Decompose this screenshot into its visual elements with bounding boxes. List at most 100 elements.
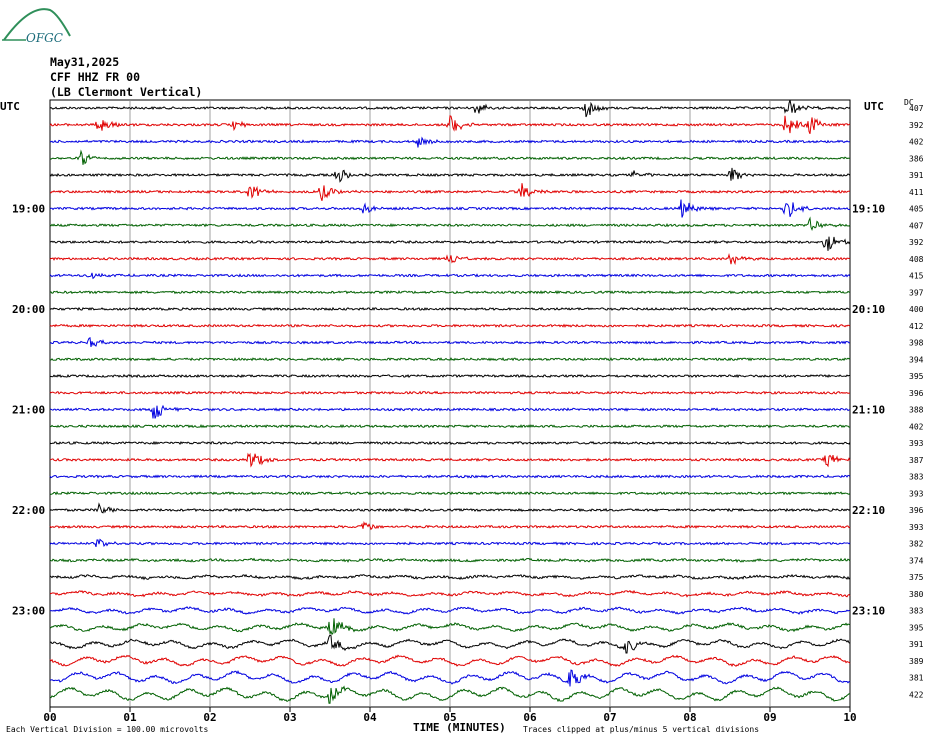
trace-row-24 xyxy=(49,502,851,514)
right-time-label: 19:10 xyxy=(852,203,885,216)
dc-offset: 400 xyxy=(909,305,924,314)
trace-row-27 xyxy=(49,557,851,563)
left-time-label: 20:00 xyxy=(12,303,45,316)
trace-row-1 xyxy=(49,115,851,134)
trace-row-8 xyxy=(49,236,851,251)
trace-row-25 xyxy=(49,521,851,531)
left-time-label: 19:00 xyxy=(12,203,45,216)
dc-offset: 411 xyxy=(909,188,924,197)
dc-offset: 387 xyxy=(909,456,924,465)
dc-offset: 394 xyxy=(909,355,924,364)
trace-row-23 xyxy=(49,491,851,496)
x-axis-title: TIME (MINUTES) xyxy=(413,721,506,734)
header-station: CFF HHZ FR 00 xyxy=(50,70,141,84)
x-tick-label: 00 xyxy=(43,711,56,724)
header-date: May31,2025 xyxy=(50,55,120,69)
logo-text: OFGC xyxy=(26,31,63,45)
trace-row-13 xyxy=(49,323,851,328)
x-tick-label: 07 xyxy=(603,711,616,724)
x-tick-label: 10 xyxy=(843,711,856,724)
dc-offset: 405 xyxy=(909,205,924,214)
trace-row-5 xyxy=(49,183,851,201)
trace-row-7 xyxy=(49,216,851,232)
dc-offset: 398 xyxy=(909,339,924,348)
trace-row-15 xyxy=(49,357,851,362)
x-tick-label: 01 xyxy=(123,711,137,724)
right-time-label: 23:10 xyxy=(852,605,885,618)
dc-offset: 380 xyxy=(909,590,924,599)
trace-row-6 xyxy=(49,199,851,218)
right-time-label: 21:10 xyxy=(852,404,885,417)
logo: OFGC xyxy=(2,8,71,45)
trace-row-0 xyxy=(49,99,851,118)
dc-offset: 402 xyxy=(909,138,924,147)
dc-offset: 389 xyxy=(909,657,924,666)
dc-offset: 383 xyxy=(909,473,924,482)
dc-offset: 392 xyxy=(909,238,924,247)
left-time-label: 22:00 xyxy=(12,504,45,517)
trace-row-30 xyxy=(49,606,851,615)
dc-offset: 396 xyxy=(909,506,924,515)
trace-row-4 xyxy=(49,167,851,183)
header-location: (LB Clermont Vertical) xyxy=(50,85,203,99)
dc-offset: 397 xyxy=(909,288,924,297)
right-time-label: 22:10 xyxy=(852,504,885,517)
traces xyxy=(49,99,851,704)
dc-offset: 374 xyxy=(909,556,924,565)
dc-offset: 395 xyxy=(909,623,924,632)
trace-row-3 xyxy=(49,149,851,165)
dc-label: DC xyxy=(904,98,914,107)
x-tick-label: 08 xyxy=(683,711,696,724)
dc-offset: 386 xyxy=(909,154,924,163)
trace-row-21 xyxy=(49,452,851,468)
trace-row-11 xyxy=(49,290,851,295)
dc-offset: 408 xyxy=(909,255,924,264)
x-tick-label: 09 xyxy=(763,711,776,724)
dc-offset: 383 xyxy=(909,607,924,616)
dc-offset: 395 xyxy=(909,372,924,381)
dc-offset: 393 xyxy=(909,523,924,532)
dc-offset: 382 xyxy=(909,540,924,549)
utc-left-label: UTC xyxy=(0,100,20,113)
trace-row-33 xyxy=(49,654,851,667)
trace-row-10 xyxy=(49,272,851,280)
dc-offset: 407 xyxy=(909,221,924,230)
dc-offset: 393 xyxy=(909,439,924,448)
trace-row-20 xyxy=(49,440,851,446)
trace-row-31 xyxy=(49,618,851,636)
x-tick-label: 03 xyxy=(283,711,296,724)
trace-row-12 xyxy=(49,306,851,312)
dc-offset: 388 xyxy=(909,406,924,415)
x-tick-label: 02 xyxy=(203,711,216,724)
utc-right-label: UTC xyxy=(864,100,884,113)
trace-row-2 xyxy=(49,136,851,148)
x-tick-label: 05 xyxy=(443,711,456,724)
trace-row-35 xyxy=(49,685,851,704)
footer-scale-note: Each Vertical Division = 100.00 microvol… xyxy=(6,725,209,734)
dc-offset: 375 xyxy=(909,573,924,582)
logo-swoosh xyxy=(3,8,71,41)
trace-row-32 xyxy=(49,634,851,654)
trace-row-9 xyxy=(49,253,851,266)
dc-offset: 381 xyxy=(909,674,924,683)
left-time-label: 21:00 xyxy=(12,404,45,417)
trace-row-28 xyxy=(49,573,851,581)
dc-offset: 415 xyxy=(909,272,924,281)
dc-offset: 391 xyxy=(909,171,924,180)
right-time-label: 20:10 xyxy=(852,303,885,316)
dc-offset: 407 xyxy=(909,104,924,113)
trace-row-34 xyxy=(49,669,851,687)
trace-row-19 xyxy=(49,424,851,429)
dc-offset: 393 xyxy=(909,489,924,498)
dc-offset: 422 xyxy=(909,690,924,699)
x-tick-label: 06 xyxy=(523,711,537,724)
left-time-label: 23:00 xyxy=(12,605,45,618)
dc-offset: 402 xyxy=(909,422,924,431)
dc-offset: 392 xyxy=(909,121,924,130)
footer-clip-note: Traces clipped at plus/minus 5 vertical … xyxy=(523,725,760,734)
dc-offset: 396 xyxy=(909,389,924,398)
trace-row-29 xyxy=(49,589,851,598)
x-tick-label: 04 xyxy=(363,711,377,724)
grid xyxy=(49,99,851,712)
